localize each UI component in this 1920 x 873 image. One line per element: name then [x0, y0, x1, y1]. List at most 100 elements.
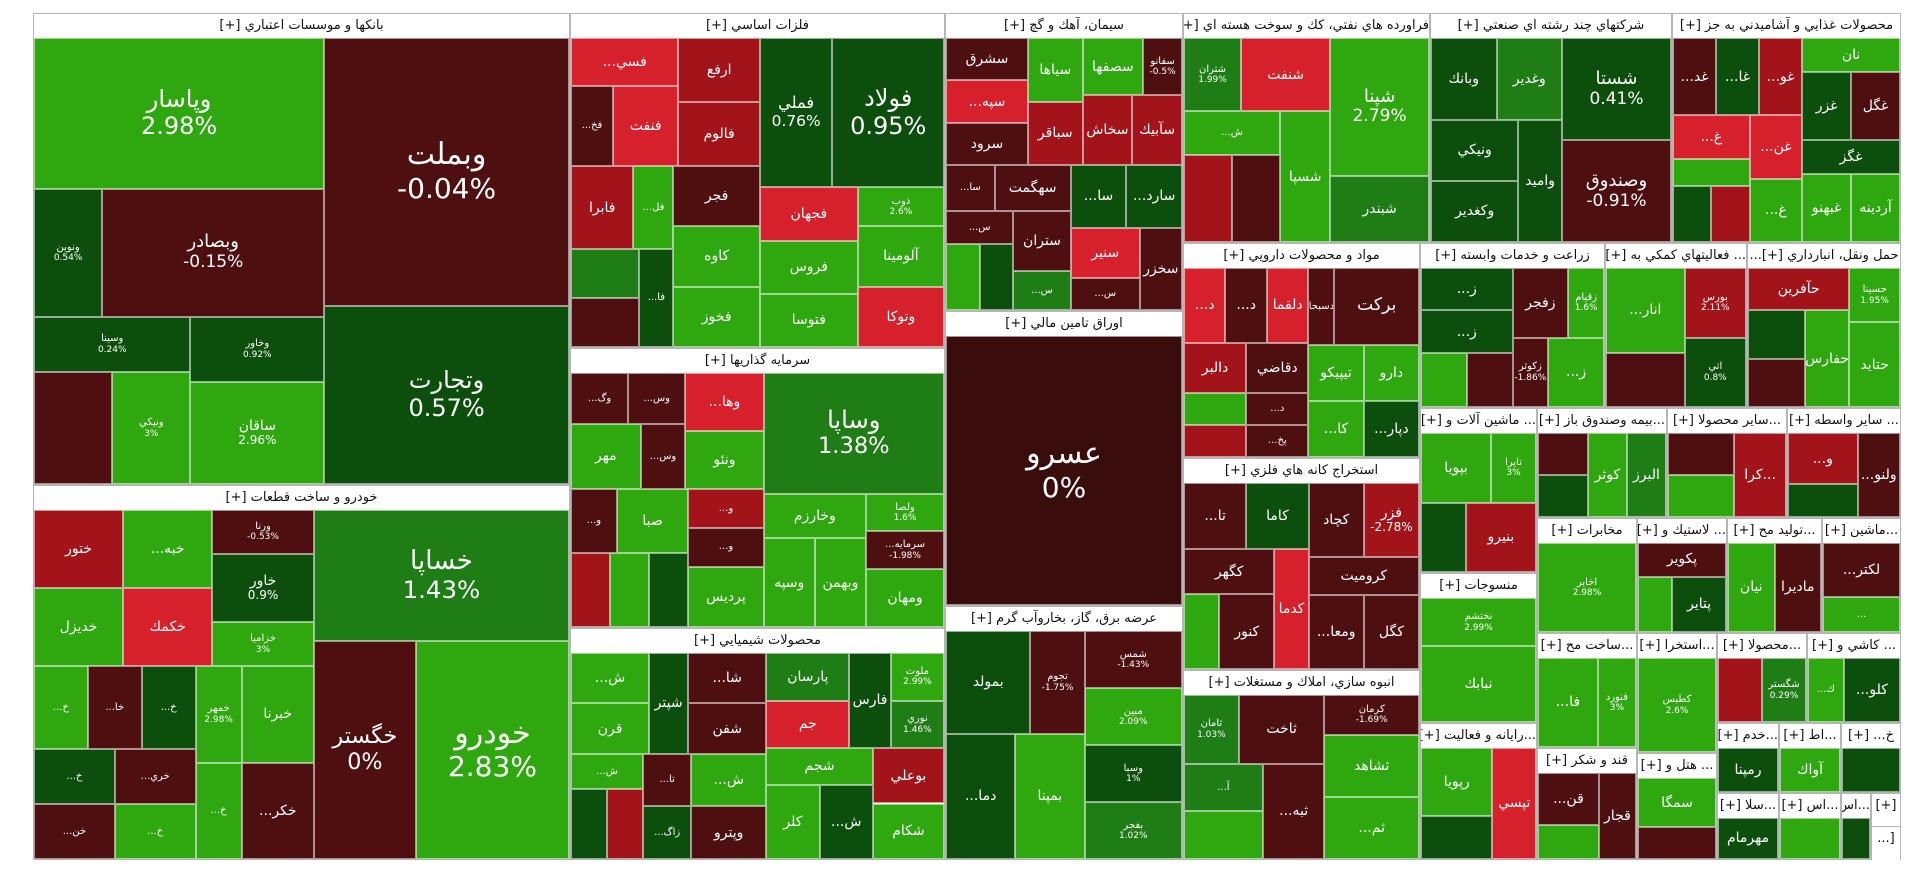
tile-شبندر[interactable]: شبندر: [1330, 175, 1429, 242]
tile-فروس[interactable]: فروس: [759, 240, 858, 294]
tile-unlabeled[interactable]: [1184, 393, 1247, 425]
sector-as[interactable]: ...اس [+]: [1779, 793, 1841, 860]
tile-خمهر[interactable]: خمهر 2.98%: [195, 666, 242, 763]
tile-unlabeled[interactable]: [1184, 425, 1247, 457]
tile-خ...[interactable]: خ...: [141, 666, 196, 749]
tile-unlabeled[interactable]: [649, 552, 689, 627]
tile-سآبيك[interactable]: سآبيك: [1132, 95, 1182, 166]
tile-وبانك[interactable]: وبانك: [1431, 38, 1497, 120]
tile-ز...[interactable]: ز...: [1421, 310, 1513, 353]
sector-title[interactable]: ...سلا [+]: [1718, 794, 1778, 819]
sector-sm2[interactable]: [...: [1871, 826, 1901, 861]
tile-دسبحا[interactable]: دسبحا: [1308, 268, 1335, 345]
tile-پكوير[interactable]: پكوير: [1638, 543, 1726, 577]
tile-فجر[interactable]: فجر: [673, 166, 760, 227]
tile-ثامان[interactable]: ثامان 1.03%: [1184, 695, 1239, 764]
tile-خ...[interactable]: خ...: [34, 666, 88, 749]
tile-خودرو[interactable]: خودرو 2.83%: [415, 640, 569, 859]
sector-title[interactable]: خ... [+]: [1842, 724, 1900, 749]
sector-it[interactable]: ...اط [+] آواك: [1779, 723, 1841, 793]
tile-وتجارت[interactable]: وتجارت 0.57%: [324, 305, 569, 484]
tile-و...[interactable]: و...: [688, 527, 764, 567]
tile-غگل[interactable]: غگل: [1851, 72, 1900, 140]
tile-غزر[interactable]: غزر: [1802, 72, 1852, 140]
tile-زاگ...[interactable]: زاگ...: [643, 806, 692, 859]
tile-كوثر[interactable]: كوثر: [1587, 433, 1627, 517]
tile-خ...[interactable]: خ...: [195, 762, 242, 859]
sector-title[interactable]: ... ساير واسطه [+]: [1788, 409, 1900, 434]
tile-unlabeled[interactable]: [1184, 811, 1263, 859]
tile-نوري[interactable]: نوري 1.46%: [890, 700, 944, 748]
tile-ومهان[interactable]: ومهان: [866, 568, 944, 627]
tile-شنفت[interactable]: شنفت: [1241, 38, 1331, 112]
sector-title[interactable]: ...ساخت مح [+]: [1538, 634, 1636, 659]
tile-وتوكا[interactable]: وتوكا: [857, 286, 944, 347]
tile-unlabeled[interactable]: [1668, 433, 1735, 475]
tile-ذوب[interactable]: ذوب 2.6%: [857, 187, 944, 227]
tile-ونئو[interactable]: ونئو: [685, 431, 764, 490]
tile-شستا[interactable]: شستا 0.41%: [1562, 38, 1671, 140]
tile-س...[interactable]: س...: [1013, 271, 1071, 310]
tile-خاور[interactable]: خاور 0.9%: [212, 553, 314, 623]
tile-خ...[interactable]: خ...: [114, 803, 196, 859]
sector-title[interactable]: زراعت و خدمات وابسته [+]: [1421, 244, 1604, 269]
tile-ش...[interactable]: ش...: [819, 785, 873, 859]
sector-rubber[interactable]: ... لاستيك و [+] پكوير پتاير: [1637, 518, 1727, 633]
tile-كگل[interactable]: كگل: [1363, 594, 1419, 669]
tile-كروميت[interactable]: كروميت: [1308, 557, 1419, 595]
tile-unlabeled[interactable]: [979, 243, 1014, 310]
tile-شفن[interactable]: شفن: [688, 703, 767, 754]
tile-بمولد[interactable]: بمولد: [946, 631, 1031, 734]
tile-unlabeled[interactable]: [1788, 484, 1858, 517]
tile-unlabeled[interactable]: [1638, 576, 1673, 632]
sector-prod[interactable]: ...توليد مح [+] مادیرا نيان: [1727, 518, 1822, 633]
sector-title[interactable]: عرضه برق، گاز، بخاروآب گرم [+]: [946, 607, 1182, 632]
tile-غد...[interactable]: غد...: [1673, 38, 1717, 116]
tile-ونوين[interactable]: ونوين 0.54%: [34, 188, 103, 317]
tile-ارفع[interactable]: ارفع: [678, 38, 760, 102]
tile-زقيام[interactable]: زقيام 1.6%: [1568, 268, 1604, 338]
tile-فولاد[interactable]: فولاد 0.95%: [832, 38, 944, 188]
tile-unlabeled[interactable]: [571, 249, 640, 299]
tile-بفجر[interactable]: بفجر 1.02%: [1084, 802, 1182, 859]
tile-بركت[interactable]: بركت: [1334, 268, 1419, 345]
sector-prod2[interactable]: ...محصولا [+] شگستر 0.29%: [1717, 633, 1807, 723]
sector-textile[interactable]: منسوجات [+] نختشم 2.99% نبابك: [1420, 573, 1537, 723]
sector-title[interactable]: فلزات اساسي [+]: [571, 14, 944, 39]
tile-غبهنو[interactable]: غبهنو: [1802, 174, 1852, 242]
sector-title[interactable]: ...بيمه وصندوق باز [+]: [1538, 409, 1666, 434]
tile-unlabeled[interactable]: [1748, 310, 1805, 359]
tile-فارس[interactable]: فارس: [849, 653, 891, 748]
tile-شا...[interactable]: شا...: [688, 653, 767, 704]
tile-سباقر[interactable]: سباقر: [1027, 101, 1083, 166]
tile-كاما[interactable]: كاما: [1246, 483, 1309, 549]
tile-سرود[interactable]: سرود: [946, 122, 1028, 166]
tile-فخوز[interactable]: فخوز: [673, 286, 760, 347]
sector-title[interactable]: ...ساير محصولا [+]: [1668, 409, 1786, 434]
tile-لكتر...[interactable]: لكتر...: [1823, 543, 1900, 598]
sector-title[interactable]: قند و شكر [+]: [1538, 749, 1636, 774]
tile-unlabeled[interactable]: [1718, 658, 1762, 722]
tile-unlabeled[interactable]: [1232, 154, 1281, 242]
tile-نان[interactable]: نان: [1802, 38, 1900, 72]
tile-صبا[interactable]: صبا: [616, 489, 689, 553]
sector-metal[interactable]: فلزات اساسي [+] فولاد 0.95% فملي 0.76% ذوب 2.6…: [570, 13, 945, 348]
sector-title[interactable]: استخراج كانه هاي فلزي [+]: [1184, 459, 1419, 484]
sector-sm1[interactable]: [+]: [1871, 793, 1901, 827]
tile-كطبس[interactable]: كطبس 2.6%: [1638, 658, 1716, 752]
tile-وس...[interactable]: وس...: [628, 373, 686, 424]
sector-title[interactable]: انبوه سازي، املاك و مستغلات [+]: [1184, 671, 1419, 696]
tile-فنفت[interactable]: فنفت: [612, 86, 679, 166]
tile-unlabeled[interactable]: [1606, 352, 1685, 407]
tile-غ...[interactable]: غ...: [1749, 178, 1803, 242]
tile-و...[interactable]: و...: [688, 489, 764, 528]
tile-نيان[interactable]: نيان: [1728, 543, 1775, 632]
sector-title[interactable]: شركتهاي چند رشته اي صنعتي [+]: [1431, 14, 1671, 39]
tile-كا...[interactable]: كا...: [1308, 400, 1364, 457]
tile-فا...[interactable]: فا...: [639, 249, 674, 347]
tile-شجم[interactable]: شجم: [766, 748, 873, 785]
sector-title[interactable]: محصولات غذايي و آشاميدني به جز [+]: [1673, 14, 1900, 39]
tile-شتران[interactable]: شتران 1.99%: [1184, 38, 1242, 112]
tile-unlabeled[interactable]: [1538, 475, 1588, 517]
tile-unlabeled[interactable]: [1421, 815, 1493, 859]
